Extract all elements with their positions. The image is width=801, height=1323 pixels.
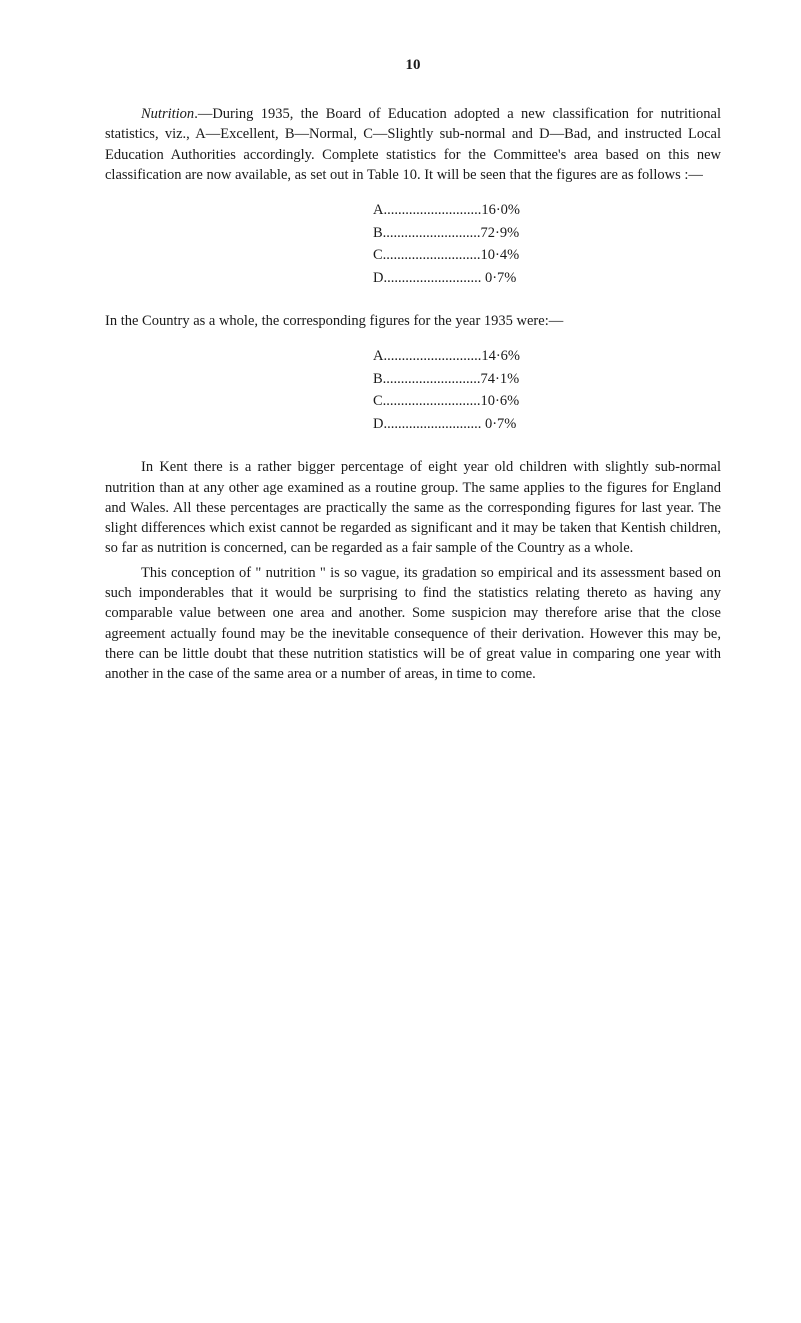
lead-italic: Nutrition (141, 106, 194, 122)
stat-line-a: A...........................16·0% (373, 199, 721, 221)
stats-block-2: A...........................14·6% B.....… (105, 345, 721, 435)
stat-line-d2: D........................... 0·7% (373, 413, 721, 435)
stat-line-a2: A...........................14·6% (373, 345, 721, 367)
paragraph-nutrition-intro: Nutrition.—During 1935, the Board of Edu… (105, 104, 721, 185)
paragraph-kent: In Kent there is a rather bigger percent… (105, 457, 721, 558)
stat-line-c2: C...........................10·6% (373, 390, 721, 412)
stats-block-1: A...........................16·0% B.....… (105, 199, 721, 289)
para1-text: .—During 1935, the Board of Education ad… (105, 106, 721, 183)
paragraph-conception: This conception of " nutrition " is so v… (105, 563, 721, 685)
stat-line-c: C...........................10·4% (373, 244, 721, 266)
paragraph-country-whole: In the Country as a whole, the correspon… (105, 311, 721, 331)
page-number: 10 (105, 55, 721, 76)
stat-line-d: D........................... 0·7% (373, 267, 721, 289)
stat-line-b2: B...........................74·1% (373, 368, 721, 390)
stat-line-b: B...........................72·9% (373, 222, 721, 244)
